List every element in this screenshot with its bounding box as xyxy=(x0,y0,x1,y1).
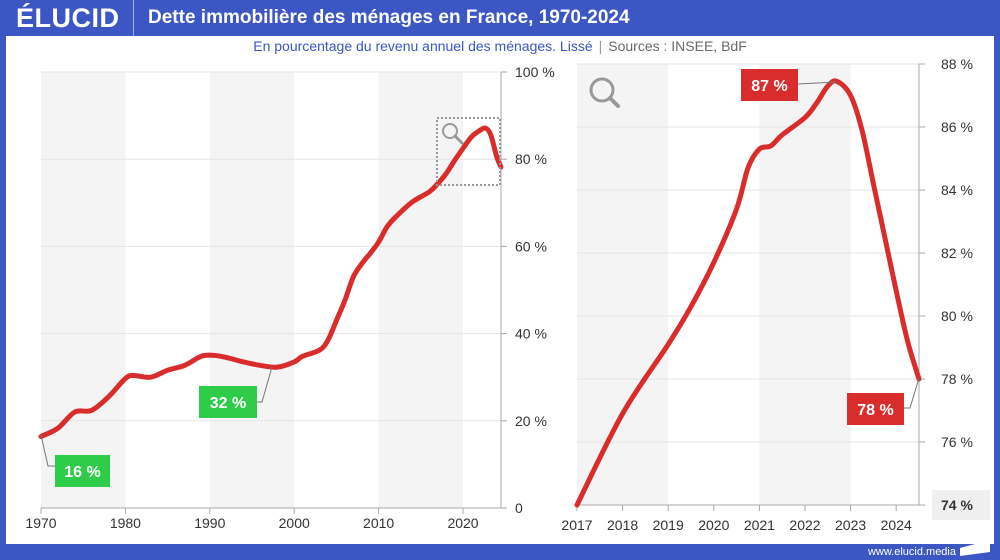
background-band xyxy=(577,64,669,505)
x-tick-label: 1970 xyxy=(25,515,56,531)
y-tick-label: 100 % xyxy=(515,64,555,80)
elucid-logo: ÉLUCID xyxy=(16,3,120,33)
data-line xyxy=(574,78,922,508)
y-tick-label: 80 % xyxy=(941,308,973,324)
x-tick-label: 2019 xyxy=(653,517,684,533)
header-divider xyxy=(133,0,134,36)
magnifier-lens xyxy=(442,123,458,139)
annotation-box xyxy=(199,386,257,418)
annotation-leader xyxy=(797,81,837,85)
y-tick-label: 78 % xyxy=(941,371,973,387)
y-tick-label: 76 % xyxy=(941,434,973,450)
y-tick-label: 40 % xyxy=(515,326,547,342)
annotation-box xyxy=(741,69,798,101)
annotation-leader xyxy=(904,377,920,409)
y-tick-label-bg xyxy=(932,490,990,520)
subtitle-sources: Sources : INSEE, BdF xyxy=(608,38,747,54)
x-tick-label: 1980 xyxy=(110,515,141,531)
magnifier-handle xyxy=(453,134,464,145)
y-tick-label: 60 % xyxy=(515,238,547,254)
y-tick-label: 20 % xyxy=(515,413,547,429)
x-tick-label: 2023 xyxy=(835,517,866,533)
magnifier-icon xyxy=(589,77,620,108)
magnifier-lens xyxy=(589,77,615,103)
magnifier-handle xyxy=(608,96,620,108)
main-chart: 0 20 % 40 % 60 % 80 % 100 % 1970 1980 1990 2000 20… xyxy=(25,64,554,531)
magnifier-icon xyxy=(442,123,464,145)
annotation-box xyxy=(55,455,110,487)
y-tick-label: 84 % xyxy=(941,182,973,198)
chart-title: Dette immobilière des ménages en France,… xyxy=(148,7,630,28)
background-band xyxy=(209,72,295,508)
x-tick-label: 2000 xyxy=(279,515,310,531)
x-tick-label: 2022 xyxy=(789,517,820,533)
x-tick-label: 2021 xyxy=(744,517,775,533)
y-tick-label: 0 xyxy=(515,500,523,516)
background-band xyxy=(378,72,464,508)
annotation-label: 32 % xyxy=(210,395,246,412)
footer-url[interactable]: www.elucid.media xyxy=(867,546,956,558)
y-tick-label: 80 % xyxy=(515,151,547,167)
annotation-box xyxy=(847,393,904,425)
zoom-region-box xyxy=(436,117,501,186)
x-tick-label: 2020 xyxy=(698,517,729,533)
background-band xyxy=(759,64,851,505)
y-tick-label: 74 % xyxy=(941,497,973,513)
annotation-leader xyxy=(40,434,55,467)
x-tick-label: 2020 xyxy=(447,515,478,531)
x-tick-label: 1990 xyxy=(194,515,225,531)
x-tick-label: 2018 xyxy=(607,517,638,533)
background-band xyxy=(41,72,126,508)
header: ÉLUCID Dette immobilière des ménages en … xyxy=(0,0,1000,36)
y-tick-label: 86 % xyxy=(941,119,973,135)
annotation-leader xyxy=(257,366,273,403)
subtitle-separator: | xyxy=(598,38,603,54)
y-tick-label: 82 % xyxy=(941,245,973,261)
x-tick-label: 2024 xyxy=(881,517,912,533)
x-tick-label: 2010 xyxy=(363,515,394,531)
data-line xyxy=(38,125,504,439)
annotation-label: 78 % xyxy=(857,402,893,419)
subtitle-description: En pourcentage du revenu annuel des ména… xyxy=(253,38,593,54)
annotation-label: 16 % xyxy=(64,464,100,481)
x-tick-label: 2017 xyxy=(561,517,592,533)
subtitle: En pourcentage du revenu annuel des ména… xyxy=(0,38,1000,54)
annotation-label: 87 % xyxy=(751,78,787,95)
zoom-chart: 74 % 76 % 78 % 80 % 82 % 84 % 86 % 88 % 2017 2018… xyxy=(561,56,990,533)
y-tick-label: 88 % xyxy=(941,56,973,72)
